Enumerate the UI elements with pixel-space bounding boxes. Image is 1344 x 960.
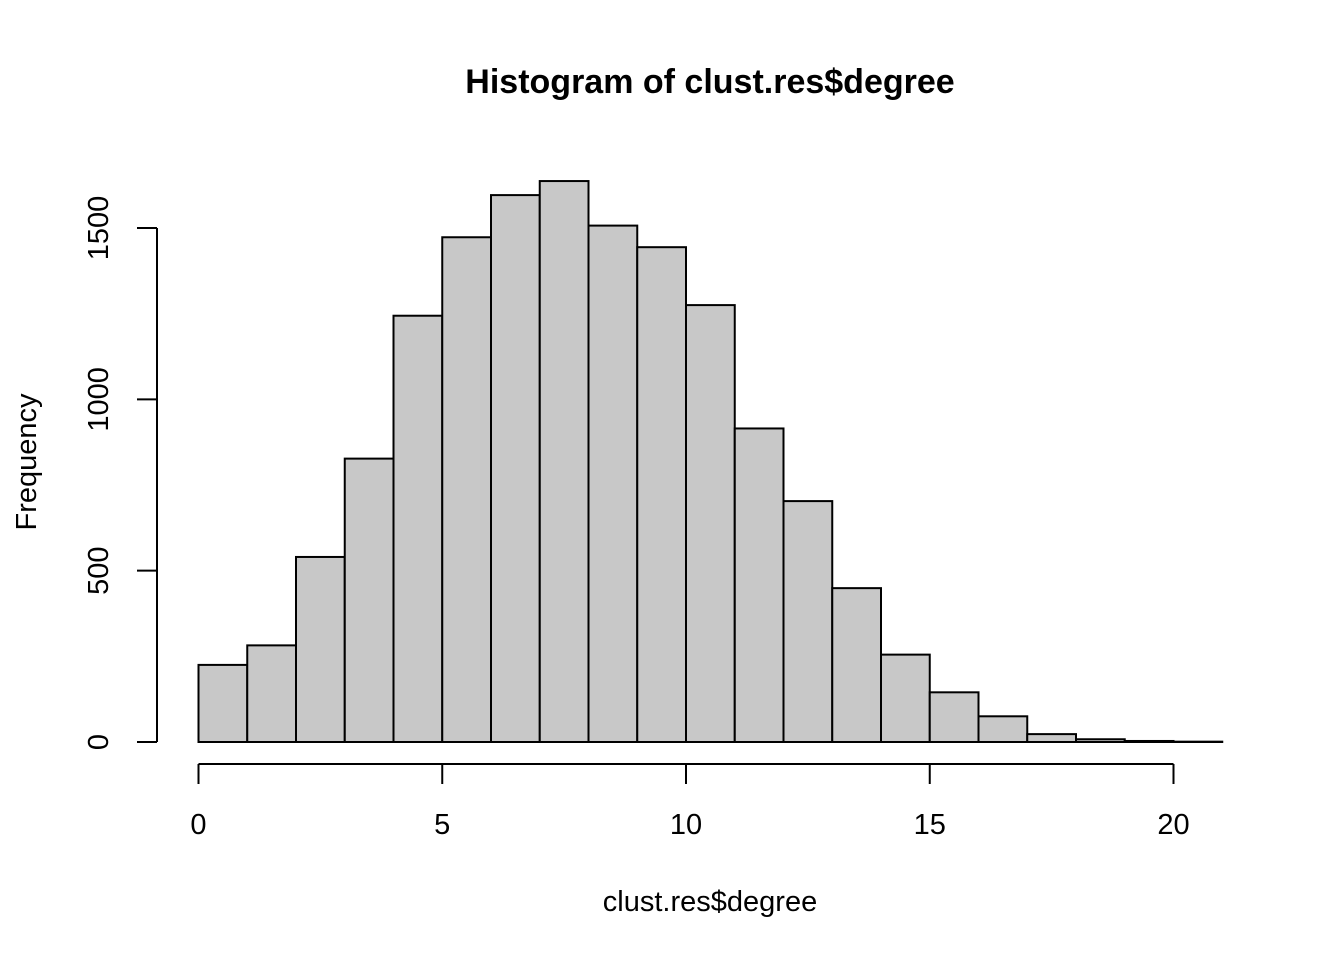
bar (685, 304, 736, 743)
bar (295, 555, 346, 744)
x-tick-label: 20 (1157, 809, 1189, 841)
bar (343, 457, 395, 743)
y-tick-label: 1000 (83, 367, 115, 432)
bar (197, 663, 249, 744)
bar (1026, 733, 1077, 743)
x-tick-label: 10 (670, 809, 702, 841)
bar (490, 194, 541, 743)
bar (928, 691, 980, 744)
x-tick-label: 5 (434, 809, 450, 841)
y-tick-label: 500 (83, 546, 115, 594)
x-axis: 0 5 10 15 20 (190, 763, 1190, 841)
y-tick-label: 0 (83, 734, 115, 750)
bar (246, 644, 297, 743)
bar (880, 653, 931, 743)
bar (392, 314, 444, 743)
y-axis-label: Frequency (11, 393, 43, 531)
bar (733, 427, 785, 743)
bar (538, 180, 590, 743)
bar (587, 224, 639, 744)
bar (977, 715, 1029, 743)
x-tick-label: 15 (914, 809, 946, 841)
x-axis-label: clust.res$degree (603, 886, 817, 918)
y-tick-label: 1500 (83, 196, 115, 261)
bar (636, 246, 687, 743)
chart-title: Histogram of clust.res$degree (465, 63, 954, 101)
bar (831, 587, 882, 743)
y-axis: 0 500 1000 1500 (83, 196, 158, 750)
bar (782, 500, 834, 744)
bars-group (197, 180, 1224, 744)
bar (441, 236, 492, 743)
x-tick-label: 0 (190, 809, 206, 841)
